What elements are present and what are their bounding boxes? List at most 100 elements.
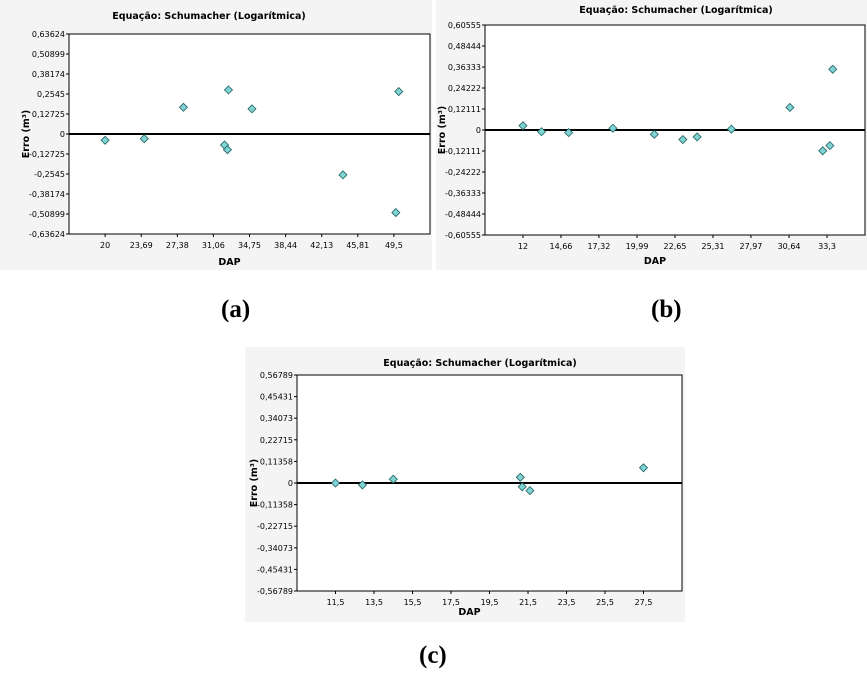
x-tick-label: 25,31 [702, 242, 725, 251]
x-tick-label: 45,81 [346, 241, 369, 250]
data-point [825, 141, 835, 151]
data-point [785, 102, 795, 113]
y-tick-label: 0,60555 [448, 21, 481, 30]
x-tick-label: 38,44 [274, 241, 297, 250]
y-tick-label: -0,56789 [257, 587, 293, 596]
y-tick-label: 0,63624 [32, 30, 65, 39]
y-tick-label: 0 [476, 126, 481, 135]
y-tick-label: -0,63624 [29, 230, 65, 239]
data-point [518, 121, 528, 131]
y-tick-label: 0,12111 [448, 105, 481, 114]
chart-panel-a: Equação: Schumacher (Logarítmica) 0,63624… [0, 0, 432, 270]
chart-panel-c: Equação: Schumacher (Logarítmica) 0,56789… [245, 347, 685, 622]
y-tick-label: -0,34073 [257, 544, 293, 553]
x-tick-label: 21,5 [519, 598, 537, 607]
y-tick-label: 0,48444 [448, 42, 481, 51]
chart-title: Equação: Schumacher (Logarítmica) [112, 11, 305, 22]
y-axis-label: Erro (m³) [437, 106, 448, 154]
x-axis-label: DAP [458, 607, 480, 618]
y-tick-label: 0 [60, 130, 65, 139]
data-point [223, 85, 234, 95]
x-tick-label: 27,5 [635, 598, 653, 607]
x-tick-label: 23,5 [558, 598, 576, 607]
caption-c: (c) [419, 642, 447, 669]
y-axis-label: Erro (m³) [21, 110, 32, 158]
y-tick-label: -0,12111 [445, 147, 481, 156]
y-tick-label: 0,50899 [32, 50, 65, 59]
y-tick-label: 0,45431 [260, 393, 293, 402]
x-tick-label: 22,65 [664, 242, 687, 251]
data-point [100, 135, 110, 145]
y-tick-label: -0,60555 [445, 231, 481, 240]
x-tick-label: 19,5 [481, 598, 499, 607]
data-point [564, 128, 574, 138]
data-point [525, 486, 535, 496]
scatter-chart-b: Equação: Schumacher (Logarítmica) 0,60555… [437, 5, 866, 267]
y-tick-label: 0,11358 [260, 457, 293, 466]
scatter-chart-a: Equação: Schumacher (Logarítmica) 0,63624… [21, 11, 431, 268]
y-tick-label: 0,38174 [32, 70, 65, 79]
x-tick-label: 27,97 [739, 242, 762, 251]
y-tick-label: -0,2545 [34, 170, 65, 179]
y-tick-label: -0,38174 [29, 190, 65, 199]
y-tick-label: 0,56789 [260, 371, 293, 380]
data-point [178, 102, 188, 112]
x-axis-label: DAP [218, 257, 240, 268]
y-tick-label: 0,34073 [260, 414, 293, 423]
y-tick-label: -0,45431 [257, 565, 293, 574]
data-point [828, 64, 838, 74]
data-point [515, 472, 525, 482]
chart-panel-b: Equação: Schumacher (Logarítmica) 0,60555… [436, 0, 867, 270]
data-point [357, 480, 368, 490]
data-point [338, 170, 348, 180]
y-tick-label: 0,2545 [37, 90, 65, 99]
x-tick-label: 25,5 [596, 598, 614, 607]
chart-title: Equação: Schumacher (Logarítmica) [579, 5, 772, 16]
data-point [391, 208, 401, 218]
data-point [330, 478, 341, 488]
y-axis-label: Erro (m³) [249, 459, 260, 507]
x-tick-label: 13,5 [365, 598, 383, 607]
x-tick-label: 20 [100, 241, 110, 250]
data-point [608, 123, 618, 133]
data-point [638, 463, 649, 473]
y-tick-label: -0,24222 [445, 168, 481, 177]
data-point [394, 86, 404, 97]
data-point [388, 474, 398, 484]
y-tick-label: -0,11358 [257, 501, 293, 510]
y-tick-label: 0,24222 [448, 84, 481, 93]
x-tick-label: 12 [518, 242, 528, 251]
y-tick-label: -0,50899 [29, 210, 65, 219]
data-point [818, 146, 828, 156]
y-tick-label: 0,22715 [260, 436, 293, 445]
data-point [649, 129, 659, 139]
y-tick-label: -0,36333 [445, 189, 481, 198]
x-tick-label: 30,64 [778, 242, 801, 251]
y-tick-label: 0,36333 [448, 63, 481, 72]
data-point [536, 127, 547, 137]
x-tick-label: 23,69 [130, 241, 153, 250]
x-tick-label: 19,99 [626, 242, 649, 251]
x-tick-label: 33,3 [818, 242, 836, 251]
caption-b: (b) [651, 296, 682, 323]
data-point [139, 134, 149, 144]
scatter-chart-c: Equação: Schumacher (Logarítmica) 0,56789… [249, 358, 683, 618]
y-tick-label: -0,12725 [29, 150, 65, 159]
y-tick-label: 0 [288, 479, 293, 488]
chart-title: Equação: Schumacher (Logarítmica) [383, 358, 576, 369]
data-point [247, 104, 257, 114]
y-tick-label: -0,48444 [445, 210, 481, 219]
x-tick-label: 42,13 [310, 241, 333, 250]
data-point [678, 134, 688, 145]
x-tick-label: 17,32 [587, 242, 610, 251]
x-tick-label: 31,06 [202, 241, 225, 250]
data-point [517, 482, 527, 492]
data-point [222, 145, 233, 155]
caption-a: (a) [221, 296, 251, 323]
x-tick-label: 49,5 [385, 241, 403, 250]
data-point [692, 132, 702, 142]
x-tick-label: 17,5 [442, 598, 460, 607]
y-tick-label: -0,22715 [257, 522, 293, 531]
x-tick-label: 15,5 [404, 598, 422, 607]
x-axis-label: DAP [644, 256, 666, 267]
